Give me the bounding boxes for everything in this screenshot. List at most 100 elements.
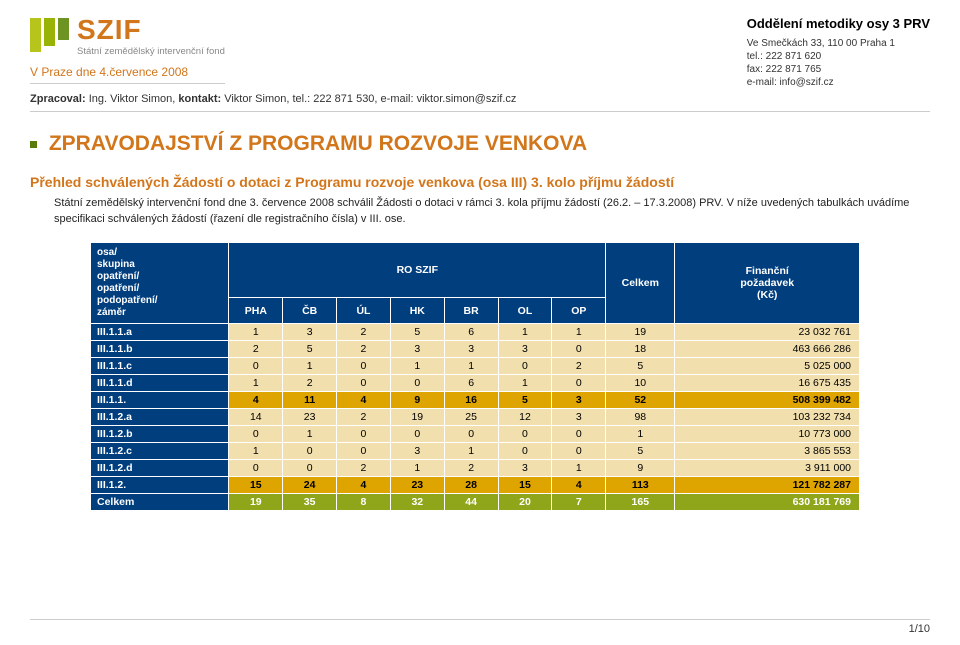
kontakt-value: Viktor Simon, tel.: 222 871 530, e-mail:… bbox=[224, 93, 516, 105]
cell-fin: 10 773 000 bbox=[675, 425, 860, 442]
cell: 2 bbox=[444, 459, 498, 476]
th-col: ČB bbox=[283, 298, 337, 324]
cell: 19 bbox=[390, 408, 444, 425]
mail-line: e-mail: info@szif.cz bbox=[747, 76, 930, 89]
th-fin: Finanční požadavek (Kč) bbox=[675, 242, 860, 323]
cell: 5 bbox=[283, 340, 337, 357]
row-label: III.1.2. bbox=[91, 476, 229, 493]
cell-sum: 9 bbox=[606, 459, 675, 476]
cell: 3 bbox=[498, 340, 552, 357]
table-row: III.1.2.b0100000110 773 000 bbox=[91, 425, 860, 442]
th-col: OP bbox=[552, 298, 606, 324]
cell: 1 bbox=[390, 459, 444, 476]
tel-line: tel.: 222 871 620 bbox=[747, 50, 930, 63]
cell-fin: 630 181 769 bbox=[675, 493, 860, 510]
cell: 2 bbox=[337, 408, 391, 425]
cell-sum: 10 bbox=[606, 374, 675, 391]
th-col: HK bbox=[390, 298, 444, 324]
cell: 24 bbox=[283, 476, 337, 493]
row-label: III.1.1.c bbox=[91, 357, 229, 374]
cell: 2 bbox=[229, 340, 283, 357]
cell-fin: 3 865 553 bbox=[675, 442, 860, 459]
cell-sum: 98 bbox=[606, 408, 675, 425]
page-header: SZIF Státní zemědělský intervenční fond … bbox=[30, 16, 930, 89]
table-row: III.1.1.a13256111923 032 761 bbox=[91, 323, 860, 340]
cell: 2 bbox=[337, 340, 391, 357]
cell: 1 bbox=[229, 374, 283, 391]
cell-sum: 5 bbox=[606, 357, 675, 374]
logo-bars-icon bbox=[30, 18, 69, 52]
page-number: 1/10 bbox=[30, 619, 930, 635]
cell: 0 bbox=[229, 357, 283, 374]
table-row: III.1.2.d002123193 911 000 bbox=[91, 459, 860, 476]
table-row: III.1.2.c100310053 865 553 bbox=[91, 442, 860, 459]
cell: 0 bbox=[552, 374, 606, 391]
row-label: III.1.2.b bbox=[91, 425, 229, 442]
cell: 0 bbox=[444, 425, 498, 442]
cell: 1 bbox=[283, 425, 337, 442]
address-line: Ve Smečkách 33, 110 00 Praha 1 bbox=[747, 37, 930, 50]
cell-sum: 18 bbox=[606, 340, 675, 357]
cell: 6 bbox=[444, 323, 498, 340]
cell: 15 bbox=[229, 476, 283, 493]
cell: 14 bbox=[229, 408, 283, 425]
cell-fin: 103 232 734 bbox=[675, 408, 860, 425]
cell: 1 bbox=[552, 459, 606, 476]
cell: 23 bbox=[283, 408, 337, 425]
cell-sum: 52 bbox=[606, 391, 675, 408]
cell: 0 bbox=[229, 425, 283, 442]
summary-table: osa/ skupina opatření/ opatření/ podopat… bbox=[90, 242, 860, 511]
cell: 23 bbox=[390, 476, 444, 493]
cell: 2 bbox=[337, 459, 391, 476]
cell: 0 bbox=[498, 425, 552, 442]
cell: 3 bbox=[552, 391, 606, 408]
cell: 0 bbox=[337, 357, 391, 374]
contact-bar: Zpracoval: Ing. Viktor Simon, kontakt: V… bbox=[30, 89, 930, 112]
cell: 44 bbox=[444, 493, 498, 510]
cell-sum: 1 bbox=[606, 425, 675, 442]
cell-sum: 5 bbox=[606, 442, 675, 459]
cell: 4 bbox=[337, 476, 391, 493]
main-heading-text: ZPRAVODAJSTVÍ Z PROGRAMU ROZVOJE VENKOVA bbox=[49, 132, 587, 155]
cell: 3 bbox=[390, 442, 444, 459]
cell: 15 bbox=[498, 476, 552, 493]
cell: 12 bbox=[498, 408, 552, 425]
cell-fin: 121 782 287 bbox=[675, 476, 860, 493]
cell: 0 bbox=[498, 357, 552, 374]
cell: 1 bbox=[444, 442, 498, 459]
main-heading: ZPRAVODAJSTVÍ Z PROGRAMU ROZVOJE VENKOVA bbox=[30, 132, 930, 156]
cell: 19 bbox=[229, 493, 283, 510]
cell: 1 bbox=[283, 357, 337, 374]
cell: 0 bbox=[283, 442, 337, 459]
cell: 4 bbox=[552, 476, 606, 493]
th-ro-szif: RO SZIF bbox=[229, 242, 606, 298]
fax-line: fax: 222 871 765 bbox=[747, 63, 930, 76]
cell-sum: 19 bbox=[606, 323, 675, 340]
zpracoval-value: Ing. Viktor Simon, bbox=[89, 93, 179, 105]
date-line: V Praze dne 4.července 2008 bbox=[30, 65, 225, 84]
cell-fin: 16 675 435 bbox=[675, 374, 860, 391]
cell: 6 bbox=[444, 374, 498, 391]
cell: 0 bbox=[498, 442, 552, 459]
row-label: III.1.2.d bbox=[91, 459, 229, 476]
cell: 7 bbox=[552, 493, 606, 510]
cell: 35 bbox=[283, 493, 337, 510]
cell-fin: 508 399 482 bbox=[675, 391, 860, 408]
cell: 4 bbox=[337, 391, 391, 408]
cell: 1 bbox=[498, 323, 552, 340]
cell-sum: 113 bbox=[606, 476, 675, 493]
th-celkem: Celkem bbox=[606, 242, 675, 323]
cell: 1 bbox=[498, 374, 552, 391]
cell: 3 bbox=[444, 340, 498, 357]
bullet-icon bbox=[30, 141, 37, 148]
cell: 3 bbox=[498, 459, 552, 476]
row-label: III.1.1.b bbox=[91, 340, 229, 357]
row-label: III.1.1. bbox=[91, 391, 229, 408]
cell: 1 bbox=[229, 442, 283, 459]
cell: 5 bbox=[498, 391, 552, 408]
cell: 9 bbox=[390, 391, 444, 408]
cell: 0 bbox=[552, 442, 606, 459]
header-left: SZIF Státní zemědělský intervenční fond … bbox=[30, 16, 225, 84]
cell: 0 bbox=[390, 374, 444, 391]
table-row: III.1.2.a14232192512398103 232 734 bbox=[91, 408, 860, 425]
